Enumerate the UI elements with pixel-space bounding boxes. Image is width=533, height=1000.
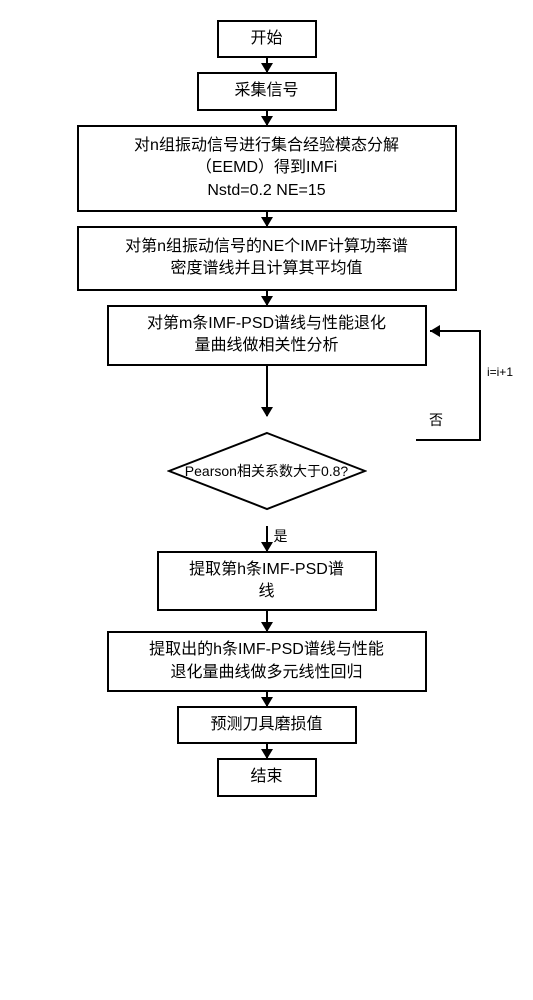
flowchart-container: 开始 采集信号 对n组振动信号进行集合经验模态分解 （EEMD）得到IMFi N…: [10, 20, 523, 797]
arrow-8: [266, 692, 268, 706]
reg-line2: 退化量曲线做多元线性回归: [170, 664, 362, 681]
arrow-7: [266, 611, 268, 631]
end-node: 结束: [217, 758, 317, 796]
correlation-node: 对第m条IMF-PSD谱线与性能退化 量曲线做相关性分析: [107, 305, 427, 366]
no-label: 否: [429, 410, 443, 430]
arrow-6: [266, 526, 268, 551]
decision-node: Pearson相关系数大于0.8?: [167, 431, 367, 511]
psd-node: 对第n组振动信号的NE个IMF计算功率谱 密度谱线并且计算其平均值: [77, 226, 457, 291]
corr-line1: 对第m条IMF-PSD谱线与性能退化: [147, 315, 386, 332]
decision-text: Pearson相关系数大于0.8?: [185, 461, 348, 481]
arrow-1: [266, 58, 268, 72]
reg-line1: 提取出的h条IMF-PSD谱线与性能: [149, 641, 384, 658]
psd-line1: 对第n组振动信号的NE个IMF计算功率谱: [125, 238, 408, 255]
collect-label: 采集信号: [234, 82, 298, 99]
start-node: 开始: [217, 20, 317, 58]
extract-line1: 提取第h条IMF-PSD谱: [189, 561, 344, 578]
arrow-4: [266, 291, 268, 305]
arrow-2: [266, 111, 268, 125]
decision-wrap: Pearson相关系数大于0.8?: [117, 416, 417, 526]
psd-line2: 密度谱线并且计算其平均值: [170, 260, 362, 277]
increment-label: i=i+1: [487, 365, 513, 379]
arrow-3: [266, 212, 268, 226]
predict-node: 预测刀具磨损值: [177, 706, 357, 744]
regression-node: 提取出的h条IMF-PSD谱线与性能 退化量曲线做多元线性回归: [107, 631, 427, 692]
corr-line2: 量曲线做相关性分析: [194, 337, 338, 354]
arrow-5: [266, 366, 268, 416]
eemd-line1: 对n组振动信号进行集合经验模态分解: [134, 137, 399, 154]
predict-label: 预测刀具磨损值: [210, 716, 322, 733]
end-label: 结束: [250, 768, 282, 785]
extract-node: 提取第h条IMF-PSD谱 线: [157, 551, 377, 612]
eemd-line2: （EEMD）得到IMFi: [196, 159, 337, 176]
eemd-node: 对n组振动信号进行集合经验模态分解 （EEMD）得到IMFi Nstd=0.2 …: [77, 125, 457, 212]
yes-label: 是: [274, 526, 288, 546]
arrow-9: [266, 744, 268, 758]
collect-node: 采集信号: [197, 72, 337, 110]
start-label: 开始: [250, 30, 282, 47]
extract-line2: 线: [258, 583, 274, 600]
eemd-line3: Nstd=0.2 NE=15: [207, 182, 325, 199]
loop-container: 对第m条IMF-PSD谱线与性能退化 量曲线做相关性分析 Pearson相关系数…: [10, 305, 523, 526]
